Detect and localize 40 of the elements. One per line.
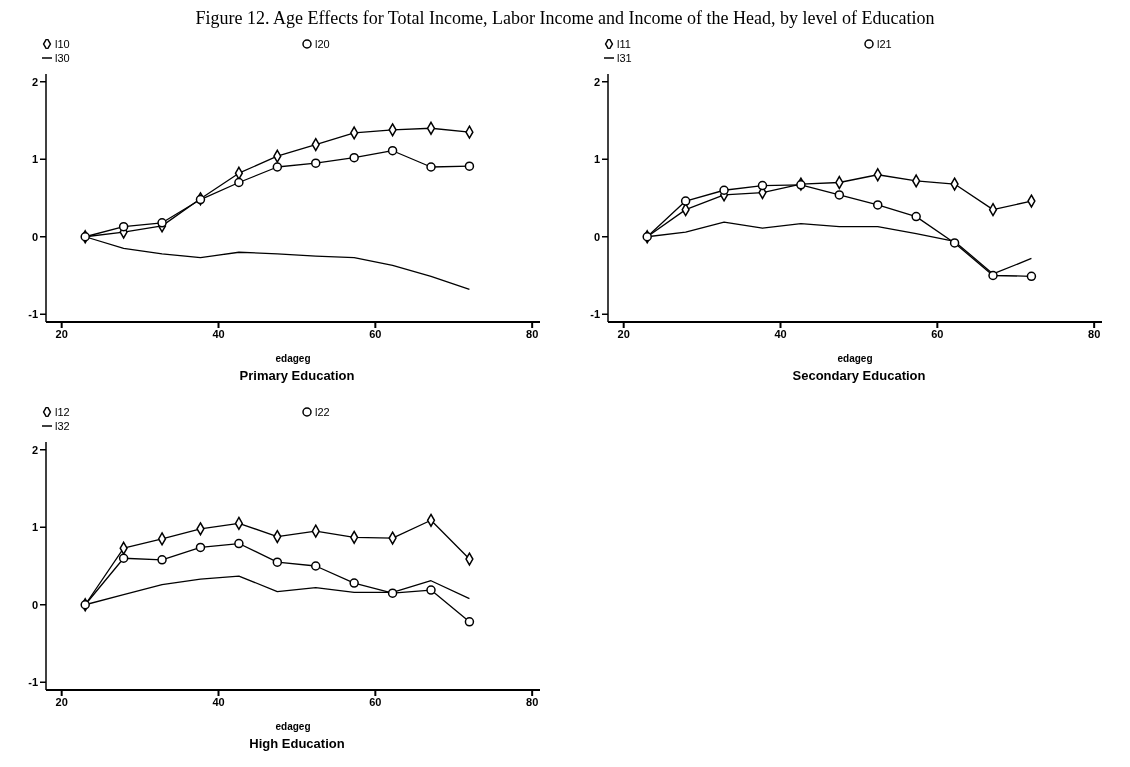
x-tick-label: 80 — [1088, 327, 1101, 340]
x-tick-label: 60 — [369, 695, 382, 708]
y-tick-label: 0 — [31, 230, 38, 243]
y-tick-label: -1 — [590, 308, 600, 321]
text: High Education — [248, 736, 346, 751]
y-tick-label: 2 — [593, 75, 600, 88]
y-tick-label: 1 — [31, 153, 38, 166]
x-tick-label: 20 — [55, 695, 68, 708]
legend-label: l32 — [55, 420, 70, 432]
y-tick-label: -1 — [28, 676, 38, 689]
chart-title: Figure 12. Age Effects for Total Income, Labor Income and Income of the Head, by level of Education — [194, 8, 936, 29]
y-tick-label: 2 — [31, 443, 38, 456]
y-tick-label: 1 — [593, 153, 600, 166]
x-tick-label: 40 — [774, 327, 787, 340]
text: Secondary Education — [791, 368, 927, 383]
legend-label: l11 — [617, 38, 631, 50]
x-tick-label: 60 — [369, 327, 382, 340]
y-tick-label: 0 — [593, 230, 600, 243]
x-axis-title: edageg — [275, 721, 311, 732]
x-tick-label: 80 — [526, 695, 539, 708]
legend-label: l12 — [55, 406, 70, 418]
x-axis-title: edageg — [275, 353, 311, 364]
legend-label: l10 — [55, 38, 70, 50]
legend-label: l31 — [617, 52, 632, 64]
x-tick-label: 20 — [55, 327, 68, 340]
legend-label: l20 — [315, 38, 330, 50]
x-axis-title: edageg — [837, 353, 873, 364]
legend-label: l21 — [877, 38, 892, 50]
y-tick-label: -1 — [28, 308, 38, 321]
y-tick-label: 0 — [31, 598, 38, 611]
legend-label: l30 — [55, 52, 70, 64]
x-tick-label: 40 — [212, 327, 225, 340]
y-tick-label: 1 — [31, 521, 38, 534]
legend-label: l22 — [315, 406, 330, 418]
y-tick-label: 2 — [31, 75, 38, 88]
x-tick-label: 40 — [212, 695, 225, 708]
x-tick-label: 60 — [931, 327, 944, 340]
text: Primary Education — [238, 368, 356, 383]
x-tick-label: 80 — [526, 327, 539, 340]
x-tick-label: 20 — [617, 327, 630, 340]
